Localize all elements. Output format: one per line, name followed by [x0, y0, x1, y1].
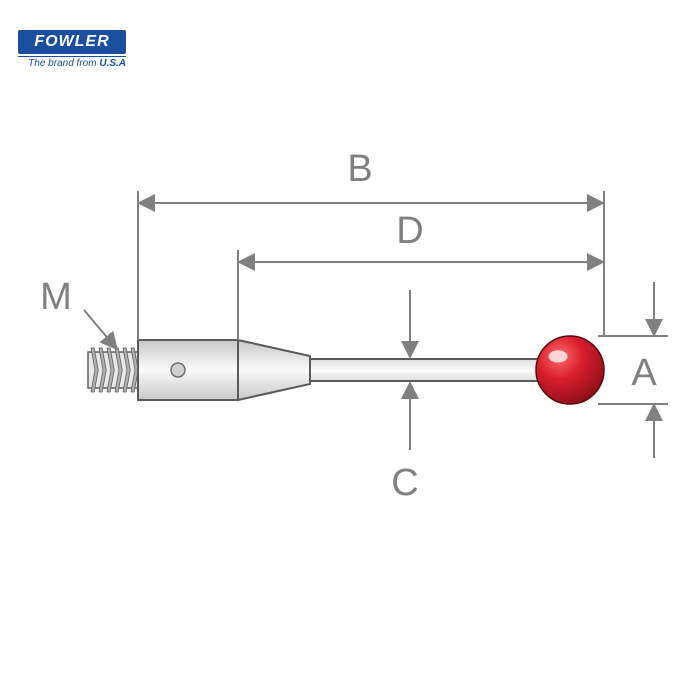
body-cylinder	[138, 340, 238, 400]
ball-highlight	[549, 350, 568, 362]
dim-label-c: C	[385, 462, 425, 505]
technical-drawing	[0, 0, 700, 700]
dim-label-m: M	[36, 276, 76, 319]
dim-label-a: A	[624, 352, 664, 395]
dim-label-d: D	[390, 210, 430, 253]
diagram-container: { "logo": { "brand_text": "FOWLER", "bra…	[0, 0, 700, 700]
stem-shaft	[310, 359, 550, 381]
taper-section	[238, 340, 310, 400]
dim-label-b: B	[340, 148, 380, 191]
body-hole	[171, 363, 185, 377]
ruby-ball	[536, 336, 604, 404]
dim-leader-m	[84, 310, 116, 348]
